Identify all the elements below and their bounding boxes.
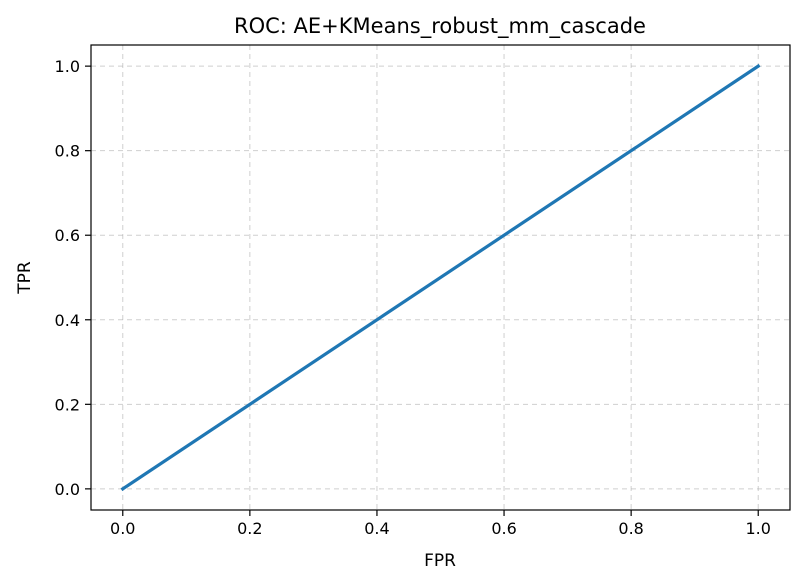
y-tick-label: 1.0 [55,57,80,76]
x-tick-label: 0.6 [491,519,516,538]
chart-title: ROC: AE+KMeans_robust_mm_cascade [234,14,646,39]
x-tick-label: 0.2 [237,519,262,538]
x-tick-label: 1.0 [746,519,771,538]
plot-frame [90,44,791,511]
ticks: 0.0 0.2 0.4 0.6 0.8 1.0 0.0 0.2 0.4 0.6 0.8 1.0 [55,57,771,538]
x-tick-label: 0.4 [364,519,389,538]
x-tick-label: 0.8 [618,519,643,538]
y-axis-label: TPR [15,261,35,295]
series-layer [120,63,761,492]
grid [91,45,790,510]
y-tick-label: 0.4 [55,311,80,330]
y-tick-label: 0.6 [55,226,80,245]
y-tick-label: 0.2 [55,395,80,414]
y-tick-label: 0.8 [55,142,80,161]
x-axis-label: FPR [424,551,456,571]
y-tick-label: 0.0 [55,480,80,499]
roc-curve-line [120,63,761,492]
x-tick-label: 0.0 [110,519,135,538]
